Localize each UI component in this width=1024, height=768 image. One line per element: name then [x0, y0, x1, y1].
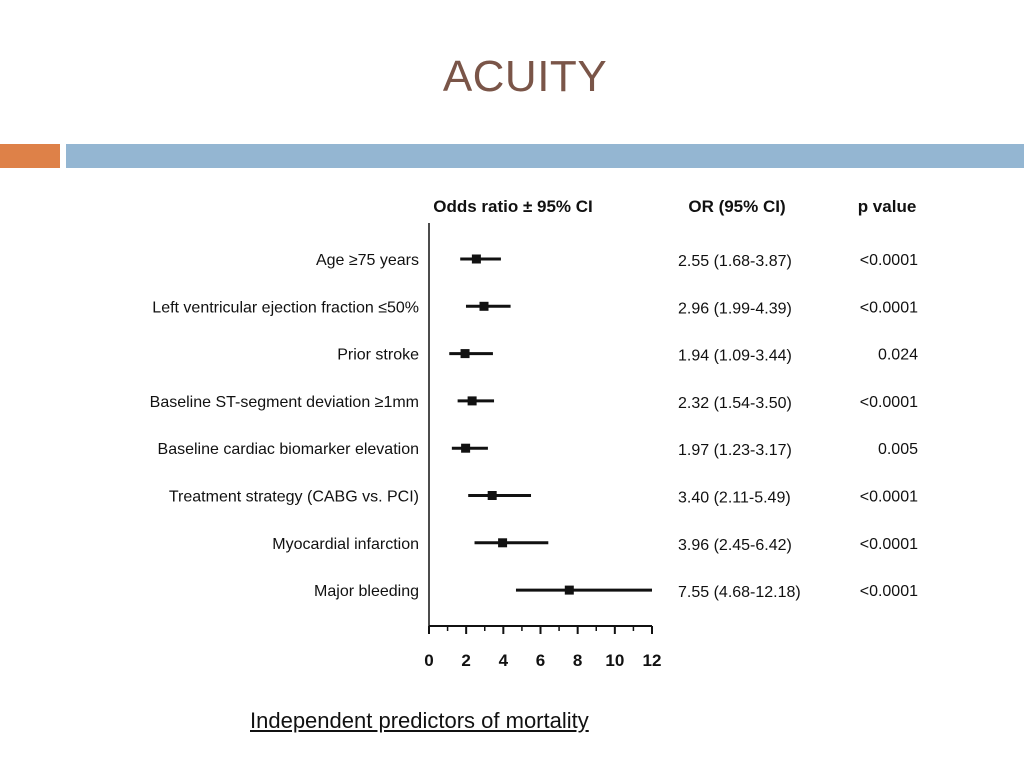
p-value: <0.0001: [860, 299, 918, 316]
or-marker: [461, 443, 471, 453]
p-value: <0.0001: [860, 536, 918, 553]
or-marker: [479, 301, 489, 311]
x-tick-label: 2: [461, 651, 470, 670]
x-tick-label: 10: [605, 651, 624, 670]
or-header: OR (95% CI): [688, 197, 785, 216]
or-value: 1.94 (1.09-3.44): [678, 348, 792, 365]
plot-header: Odds ratio ± 95% CI: [433, 197, 593, 216]
row-label: Major bleeding: [314, 583, 419, 600]
accent-bar-blue: [66, 144, 1024, 168]
or-value: 1.97 (1.23-3.17): [678, 442, 792, 459]
row-label: Baseline ST-segment deviation ≥1mm: [150, 394, 419, 411]
or-value: 7.55 (4.68-12.18): [678, 584, 801, 601]
or-marker: [487, 491, 497, 500]
row-label: Age ≥75 years: [316, 252, 419, 269]
row-label: Prior stroke: [337, 347, 419, 364]
or-marker: [564, 585, 574, 595]
row-label: Baseline cardiac biomarker elevation: [158, 441, 419, 458]
or-marker: [460, 349, 470, 359]
row-label: Left ventricular ejection fraction ≤50%: [152, 299, 419, 316]
p-value: 0.024: [878, 347, 918, 364]
x-tick-label: 8: [573, 651, 582, 670]
forest-plot: Odds ratio ± 95% CI OR (95% CI) p value 0 2 4…: [150, 197, 918, 670]
p-value: <0.0001: [860, 394, 918, 411]
caption: Independent predictors of mortality: [250, 708, 589, 733]
or-value: 2.96 (1.99-4.39): [678, 300, 792, 317]
x-tick-label: 4: [499, 651, 509, 670]
accent-bar-orange: [0, 144, 60, 168]
or-marker: [471, 254, 481, 264]
p-value: <0.0001: [860, 489, 918, 506]
or-marker: [498, 538, 508, 548]
x-tick-label: 12: [643, 651, 662, 670]
slide-title: ACUITY: [442, 52, 608, 101]
p-value: 0.005: [878, 441, 918, 458]
row-label: Treatment strategy (CABG vs. PCI): [169, 489, 419, 506]
p-value-header: p value: [858, 197, 917, 216]
or-marker: [467, 396, 477, 406]
or-value: 2.55 (1.68-3.87): [678, 253, 792, 270]
p-value: <0.0001: [860, 252, 918, 269]
or-value: 3.96 (2.45-6.42): [678, 537, 792, 554]
row-label: Myocardial infarction: [272, 536, 419, 553]
p-value: <0.0001: [860, 583, 918, 600]
x-tick-label: 6: [536, 651, 545, 670]
or-value: 2.32 (1.54-3.50): [678, 395, 792, 412]
or-value: 3.40 (2.11-5.49): [678, 490, 791, 507]
x-tick-label: 0: [424, 651, 433, 670]
